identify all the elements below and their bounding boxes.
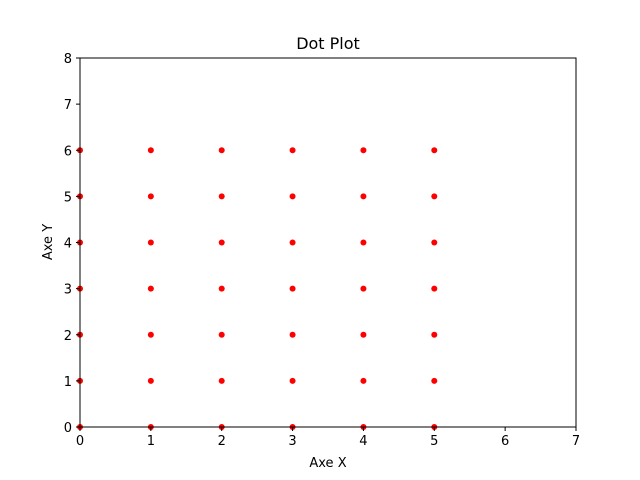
x-tick-label: 1	[147, 434, 155, 449]
data-point	[147, 147, 154, 154]
x-tick-label: 7	[572, 434, 580, 449]
y-axis-label: Axe Y	[41, 224, 56, 260]
data-point	[218, 377, 225, 384]
x-tick-label: 4	[359, 434, 367, 449]
y-tick-label: 5	[64, 190, 72, 205]
data-point	[289, 331, 296, 338]
data-point	[431, 331, 438, 338]
data-point	[289, 285, 296, 292]
x-axis: 0 1 2 3 4 5 6 7	[76, 427, 580, 449]
data-point	[218, 147, 225, 154]
data-point	[360, 285, 367, 292]
data-point	[289, 147, 296, 154]
x-tick-label: 6	[501, 434, 509, 449]
data-point	[360, 377, 367, 384]
plot-area	[77, 147, 438, 430]
data-point	[431, 239, 438, 246]
plot-frame	[79, 57, 577, 428]
data-point	[218, 239, 225, 246]
y-axis: 0 1 2 3 4 5 6 7 8	[64, 52, 80, 436]
data-point	[360, 147, 367, 154]
y-tick-label: 0	[64, 421, 72, 436]
x-axis-label: Axe X	[309, 456, 346, 471]
x-tick-label: 3	[288, 434, 296, 449]
y-tick-label: 6	[64, 144, 72, 159]
data-point	[289, 239, 296, 246]
data-point	[218, 331, 225, 338]
y-tick-label: 7	[64, 98, 72, 113]
x-tick-label: 0	[76, 434, 84, 449]
data-point	[147, 193, 154, 200]
data-point	[431, 193, 438, 200]
data-point	[147, 285, 154, 292]
data-point	[431, 147, 438, 154]
x-tick-label: 5	[430, 434, 438, 449]
data-point	[147, 239, 154, 246]
data-point	[289, 193, 296, 200]
data-point	[218, 285, 225, 292]
data-point	[147, 377, 154, 384]
data-point	[431, 285, 438, 292]
y-tick-label: 3	[64, 283, 72, 298]
y-tick-label: 1	[64, 375, 72, 390]
data-point	[289, 377, 296, 384]
data-point	[360, 239, 367, 246]
x-tick-label: 2	[218, 434, 226, 449]
chart-title: Dot Plot	[296, 34, 360, 53]
data-point	[360, 193, 367, 200]
y-tick-label: 4	[64, 237, 72, 252]
y-tick-label: 2	[64, 329, 72, 344]
data-point	[431, 377, 438, 384]
data-point	[147, 331, 154, 338]
data-point	[360, 331, 367, 338]
y-tick-label: 8	[64, 52, 72, 67]
data-point	[218, 193, 225, 200]
